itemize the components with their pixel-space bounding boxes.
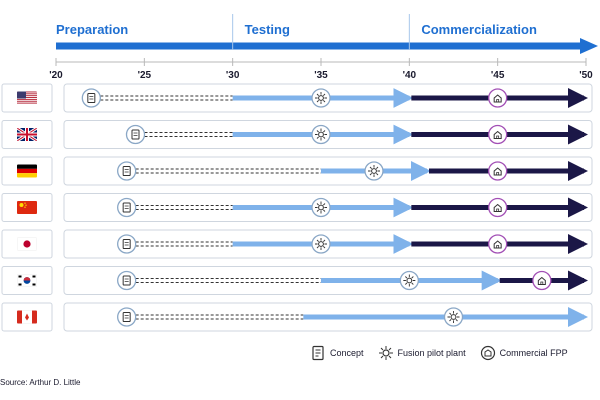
commercial-marker: [488, 234, 508, 254]
phase-preparation: Preparation: [56, 22, 128, 37]
concept-marker: [117, 161, 137, 181]
pilot-marker: [311, 234, 331, 254]
commercial-marker: [532, 270, 552, 291]
source-note: Source: Arthur D. Little: [0, 378, 81, 387]
x-tick-label: '35: [314, 70, 328, 81]
country-row: [1, 156, 593, 186]
x-tick-label: '40: [403, 70, 417, 81]
commercial-marker: [488, 197, 508, 218]
concept-marker: [125, 124, 146, 145]
phase-band-arrowhead: [580, 38, 598, 54]
country-row: [1, 302, 593, 332]
x-tick-label: '50: [579, 70, 593, 81]
flag-germany-icon: [17, 164, 37, 178]
flag-united-kingdom-icon: [17, 128, 37, 141]
legend-pilot: Fusion pilot plant: [378, 345, 466, 361]
country-row: [1, 120, 593, 149]
fusion-pilot-plant-icon: [378, 346, 393, 360]
legend-commercial-label: Commercial FPP: [499, 348, 568, 358]
concept-marker: [81, 88, 101, 108]
commercial-fpp-icon: [480, 345, 495, 361]
x-tick-label: '30: [226, 70, 240, 81]
legend-commercial: Commercial FPP: [480, 345, 568, 361]
concept-icon: [312, 345, 324, 361]
concept-marker: [117, 234, 137, 254]
x-tick-label: '25: [138, 70, 152, 81]
pilot-marker: [364, 161, 384, 181]
concept-marker: [117, 307, 137, 327]
legend-concept: Concept: [310, 345, 364, 361]
x-tick-label: '45: [491, 70, 505, 81]
phase-commercialization: Commercialization: [421, 22, 537, 37]
legend-pilot-label: Fusion pilot plant: [397, 348, 466, 358]
legend: Concept Fusion pilot plant Commercial FP…: [310, 344, 582, 362]
concept-marker: [117, 197, 137, 218]
x-tick-label: '20: [49, 70, 63, 81]
country-row: [1, 83, 593, 113]
concept-marker: [117, 270, 137, 291]
flag-china-icon: [17, 201, 37, 214]
country-row: [1, 229, 593, 259]
commercial-marker: [488, 88, 508, 108]
country-row: [1, 266, 593, 295]
pilot-marker: [311, 124, 331, 145]
legend-concept-label: Concept: [330, 348, 364, 358]
flag-united-states-icon: [17, 91, 37, 104]
phase-testing: Testing: [245, 22, 290, 37]
flag-japan-icon: [17, 237, 37, 251]
pilot-marker: [311, 88, 331, 108]
country-row: [1, 193, 593, 222]
pilot-marker: [443, 307, 464, 327]
pilot-marker: [311, 197, 331, 218]
commercial-marker: [488, 161, 508, 181]
commercial-marker: [488, 124, 508, 145]
flag-canada-icon: [17, 310, 37, 324]
pilot-marker: [399, 270, 419, 291]
flag-south-korea-icon: [17, 274, 37, 287]
